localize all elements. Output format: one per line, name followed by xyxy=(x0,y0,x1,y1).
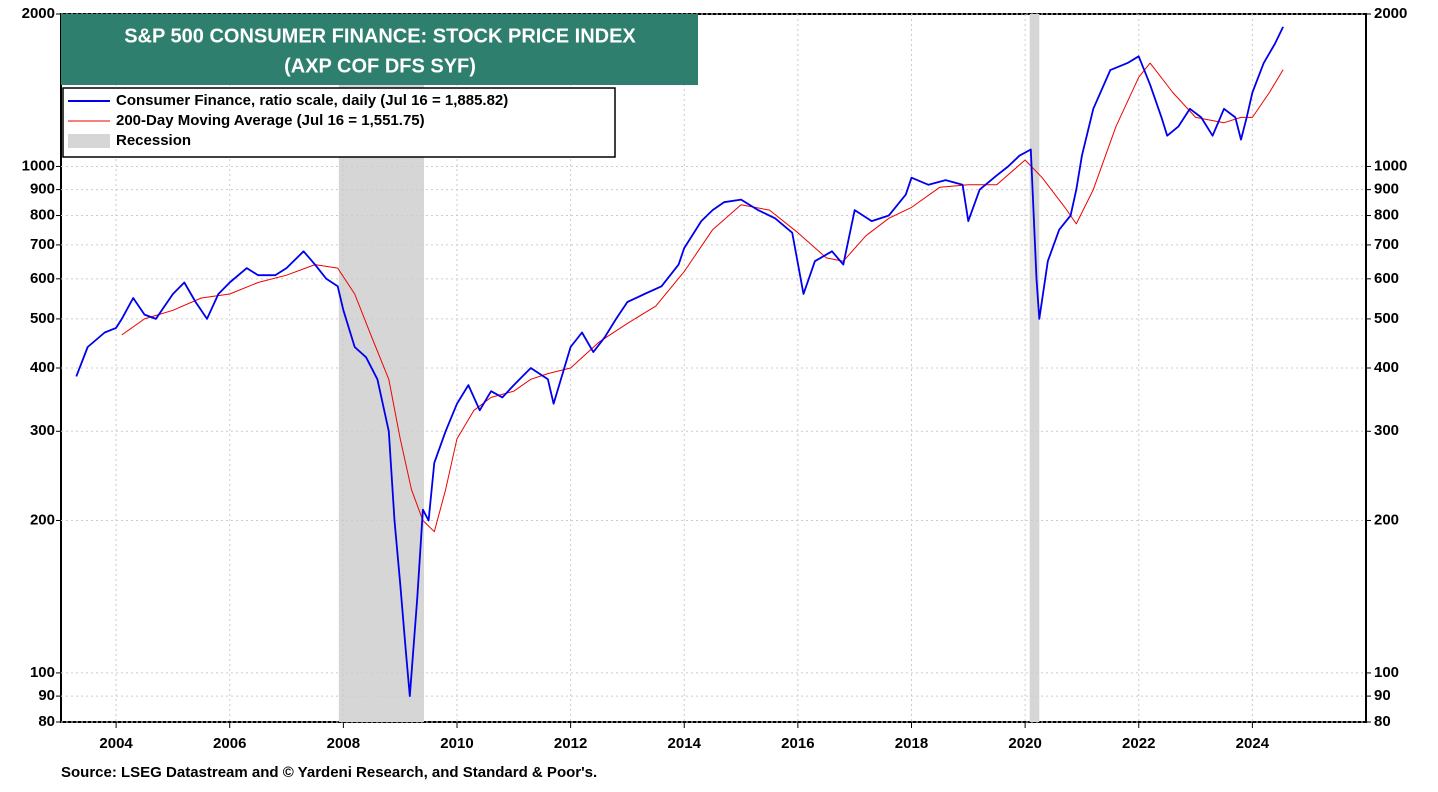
y2-tick-label: 100 xyxy=(1374,664,1399,681)
y2-tick-label: 600 xyxy=(1374,270,1399,287)
y-tick-label: 2000 xyxy=(22,5,55,22)
chart-title: S&P 500 CONSUMER FINANCE: STOCK PRICE IN… xyxy=(124,25,636,47)
grid-layer: 80 80 90 90 100 100 200 200 300 300 400 400 500 500 60… xyxy=(22,5,1408,752)
x-tick-label: 2024 xyxy=(1236,735,1270,752)
series-line xyxy=(121,62,1284,533)
y2-tick-label: 900 xyxy=(1374,181,1399,198)
y-tick-label: 300 xyxy=(30,422,55,439)
y-tick-label: 1000 xyxy=(22,157,55,174)
y2-tick-label: 2000 xyxy=(1374,5,1407,22)
legend-label: Consumer Finance, ratio scale, daily (Ju… xyxy=(116,92,508,109)
legend-swatch xyxy=(68,134,110,148)
y2-tick-label: 300 xyxy=(1374,422,1399,439)
x-tick-label: 2020 xyxy=(1008,735,1041,752)
y-tick-label: 800 xyxy=(30,207,55,224)
x-tick-label: 2016 xyxy=(781,735,814,752)
legend-label: Recession xyxy=(116,132,191,149)
legend: Consumer Finance, ratio scale, daily (Ju… xyxy=(68,92,508,149)
line-layer xyxy=(75,26,1284,697)
x-tick-label: 2012 xyxy=(554,735,587,752)
y-tick-label: 600 xyxy=(30,270,55,287)
y-tick-label: 80 xyxy=(38,713,55,730)
y2-tick-label: 800 xyxy=(1374,207,1399,224)
y2-tick-label: 1000 xyxy=(1374,157,1407,174)
y2-tick-label: 200 xyxy=(1374,511,1399,528)
x-tick-label: 2018 xyxy=(895,735,928,752)
y-tick-label: 200 xyxy=(30,511,55,528)
y-tick-label: 500 xyxy=(30,310,55,327)
x-tick-label: 2010 xyxy=(440,735,473,752)
y2-tick-label: 90 xyxy=(1374,687,1391,704)
chart-subtitle: (AXP COF DFS SYF) xyxy=(284,55,476,77)
x-tick-label: 2004 xyxy=(99,735,133,752)
x-tick-label: 2022 xyxy=(1122,735,1155,752)
recession-band xyxy=(1029,14,1040,722)
legend-box xyxy=(62,87,616,158)
y2-tick-label: 700 xyxy=(1374,236,1399,253)
y-tick-label: 400 xyxy=(30,359,55,376)
y2-tick-label: 500 xyxy=(1374,310,1399,327)
x-tick-label: 2014 xyxy=(668,735,702,752)
y-tick-label: 90 xyxy=(38,687,55,704)
x-tick-label: 2006 xyxy=(213,735,246,752)
y-tick-label: 700 xyxy=(30,236,55,253)
y-tick-label: 900 xyxy=(30,181,55,198)
x-tick-label: 2008 xyxy=(327,735,360,752)
legend-label: 200-Day Moving Average (Jul 16 = 1,551.7… xyxy=(116,112,425,129)
y2-tick-label: 80 xyxy=(1374,713,1391,730)
title-box xyxy=(61,14,698,85)
y2-tick-label: 400 xyxy=(1374,359,1399,376)
source-note: Source: LSEG Datastream and © Yardeni Re… xyxy=(61,764,597,781)
y-tick-label: 100 xyxy=(30,664,55,681)
series-line xyxy=(75,26,1284,697)
